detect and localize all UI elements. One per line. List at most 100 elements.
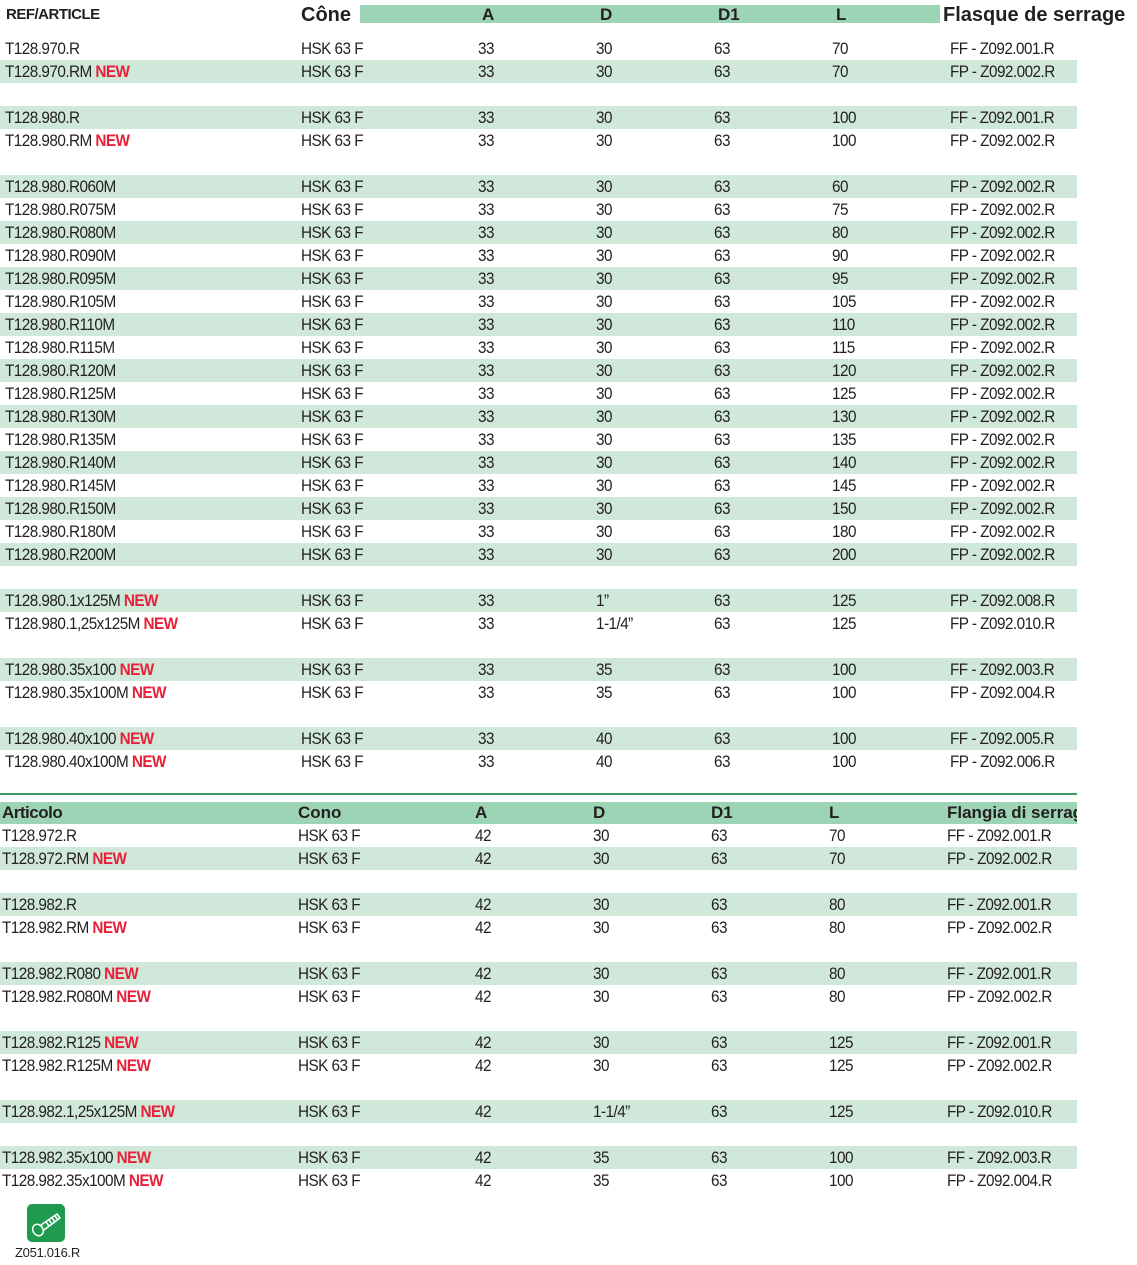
cell-text: T128.980.R090M <box>5 246 116 265</box>
cell-text: FP - Z092.004.R <box>950 683 1055 702</box>
cell-text: 125 <box>829 1033 853 1052</box>
cell-flange: FP - Z092.010.R <box>950 612 1055 635</box>
cell-l: 140 <box>832 451 856 474</box>
cell-l: 70 <box>832 60 848 83</box>
cell-text: 63 <box>714 177 730 196</box>
cell-text: T128.982.RM <box>2 918 89 937</box>
cell-flange: FP - Z092.002.R <box>950 543 1055 566</box>
cell-ref: T128.980.1,25x125M NEW <box>5 612 178 635</box>
cell-d1: 63 <box>714 37 730 60</box>
cell-text: FP - Z092.002.R <box>950 131 1055 150</box>
cell-text: 30 <box>593 918 609 937</box>
header-d: D <box>600 5 613 24</box>
cell-text: 33 <box>478 453 494 472</box>
cell-d: 30 <box>596 382 612 405</box>
cell-text: 33 <box>478 338 494 357</box>
cell-ref: T128.980.40x100 NEW <box>5 727 154 750</box>
cell-cone: HSK 63 F <box>298 985 361 1008</box>
cell-a: 42 <box>475 962 491 985</box>
cell-text: T128.982.R125M <box>2 1056 113 1075</box>
cell-text: T128.980.1,25x125M <box>5 614 140 633</box>
table-row: T128.980.R135M HSK 63 F 33 30 63 135 FP - Z092… <box>0 428 1077 451</box>
cell-text: 63 <box>711 987 727 1006</box>
cell-ref: T128.970.R <box>5 37 80 60</box>
cell-text: 80 <box>829 987 845 1006</box>
new-badge: NEW <box>119 660 155 679</box>
cell-d: 30 <box>596 244 612 267</box>
cell-text: 120 <box>832 361 856 380</box>
cell-l: 80 <box>829 962 845 985</box>
cell-text: T128.980.R120M <box>5 361 116 380</box>
table-row: T128.972.R HSK 63 F 42 30 63 70 FF - Z092.001.… <box>0 824 1077 847</box>
cell-text: HSK 63 F <box>298 964 361 983</box>
cell-text: 63 <box>714 752 730 771</box>
cell-text: FP - Z092.002.R <box>950 177 1055 196</box>
header-a: A <box>475 803 488 822</box>
cell-cone: HSK 63 F <box>301 336 364 359</box>
cell-ref: T128.980.R095M <box>5 267 116 290</box>
cell-d: 30 <box>593 824 609 847</box>
cell-a: 33 <box>478 290 494 313</box>
cell-l: 90 <box>832 244 848 267</box>
cell-text: 30 <box>596 108 612 127</box>
cell-text: 33 <box>478 407 494 426</box>
cell-d: 35 <box>593 1146 609 1169</box>
table-row: T128.982.R HSK 63 F 42 30 63 80 FF - Z092.001.… <box>0 893 1077 916</box>
cell-text: 33 <box>478 62 494 81</box>
cell-ref: T128.980.R115M <box>5 336 115 359</box>
cell-cone: HSK 63 F <box>298 847 361 870</box>
cell-d: 1-1/4” <box>596 612 633 635</box>
cell-d1: 63 <box>714 290 730 313</box>
cell-text: 30 <box>596 39 612 58</box>
cell-text: 63 <box>711 1102 727 1121</box>
cell-d: 30 <box>596 543 612 566</box>
cell-text: FP - Z092.010.R <box>950 614 1055 633</box>
cell-a: 42 <box>475 847 491 870</box>
cell-text: FP - Z092.002.R <box>950 407 1055 426</box>
cell-text: FP - Z092.002.R <box>950 338 1055 357</box>
cell-text: T128.972.R <box>2 826 77 845</box>
cell-d: 30 <box>596 336 612 359</box>
cell-text: 30 <box>596 246 612 265</box>
table-row: T128.982.R080M NEW HSK 63 F 42 30 63 80 FP - Z0… <box>0 985 1077 1008</box>
cell-text: 63 <box>714 361 730 380</box>
cell-a: 33 <box>478 37 494 60</box>
cell-text: FP - Z092.002.R <box>950 476 1055 495</box>
cell-d1: 63 <box>711 824 727 847</box>
cell-text: T128.980.R200M <box>5 545 116 564</box>
table-row: T128.980.R HSK 63 F 33 30 63 100 FF - Z092.001… <box>0 106 1077 129</box>
cell-text: 30 <box>596 430 612 449</box>
cell-d1: 63 <box>711 1054 727 1077</box>
cell-d: 30 <box>596 359 612 382</box>
cell-text: 42 <box>475 964 491 983</box>
cell-a: 33 <box>478 382 494 405</box>
header-a: A <box>482 5 495 24</box>
table-row: T128.980.R080M HSK 63 F 33 30 63 80 FP - Z092.… <box>0 221 1077 244</box>
cell-flange: FF - Z092.001.R <box>950 106 1055 129</box>
table-row: T128.980.40x100 NEW HSK 63 F 33 40 63 100 FF - … <box>0 727 1077 750</box>
cell-text: HSK 63 F <box>301 108 364 127</box>
cell-text: 63 <box>711 1056 727 1075</box>
cell-text: HSK 63 F <box>298 826 361 845</box>
table-row: T128.980.R060M HSK 63 F 33 30 63 60 FP - Z092.… <box>0 175 1077 198</box>
cell-d1: 63 <box>714 750 730 773</box>
header-ref: Articolo <box>2 803 63 822</box>
cell-text: FF - Z092.001.R <box>950 108 1055 127</box>
cell-text: 63 <box>714 430 730 449</box>
cell-flange: FP - Z092.002.R <box>950 175 1055 198</box>
table-row: T128.982.35x100M NEW HSK 63 F 42 35 63 100 FP -… <box>0 1169 1077 1192</box>
cell-flange: FP - Z092.002.R <box>950 474 1055 497</box>
cell-d1: 63 <box>711 1031 727 1054</box>
table-row: T128.980.R130M HSK 63 F 33 30 63 130 FP - Z092… <box>0 405 1077 428</box>
cell-text: 63 <box>714 476 730 495</box>
cell-text: HSK 63 F <box>301 338 364 357</box>
cell-a: 33 <box>478 474 494 497</box>
cell-a: 33 <box>478 612 494 635</box>
cell-text: 30 <box>593 849 609 868</box>
table-row: T128.980.1,25x125M NEW HSK 63 F 33 1-1/4” 63 1… <box>0 612 1077 635</box>
cell-text: 95 <box>832 269 848 288</box>
cell-text: HSK 63 F <box>298 849 361 868</box>
cell-text: 63 <box>714 200 730 219</box>
cell-d1: 63 <box>714 60 730 83</box>
cell-text: 33 <box>478 384 494 403</box>
